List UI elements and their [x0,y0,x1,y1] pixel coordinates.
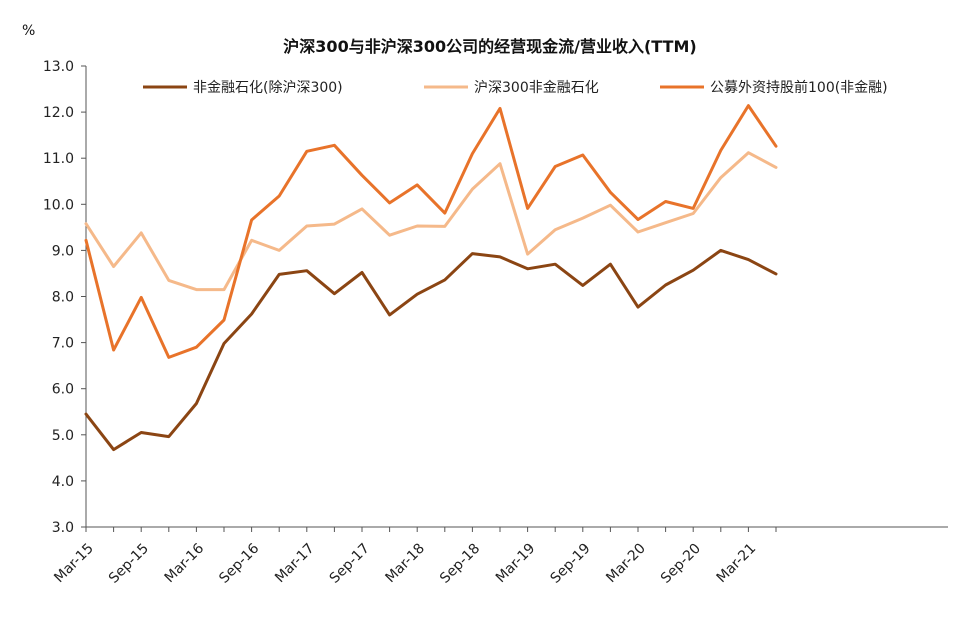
legend-label-1: 非金融石化(除沪深300) [193,80,343,96]
series-lines [84,104,778,452]
y-tick-label: 3.0 [52,520,74,536]
x-tick-label: Sep-20 [658,541,704,587]
y-tick-label: 4.0 [52,474,74,490]
x-tick-label: Sep-15 [106,541,152,587]
y-tick-label: 5.0 [52,428,74,444]
y-tick-label: 10.0 [43,197,74,213]
x-tick-label: Mar-17 [272,541,318,587]
axes: 3.0 4.0 5.0 6.0 7.0 8.0 9.0 10.0 11.0 12.0 13.0 Mar… [43,59,948,587]
y-tick-label: 11.0 [43,151,74,167]
y-tick-label: 7.0 [52,336,74,352]
series-line-3 [84,104,778,359]
x-tick-label: Sep-18 [437,541,483,587]
x-tick-label: Sep-19 [547,541,593,587]
series-line-2 [84,151,778,292]
y-tick-label: 12.0 [43,105,74,121]
x-tick-label: Sep-16 [216,540,262,586]
x-tick-label: Mar-20 [603,541,649,587]
y-unit-label: % [22,23,35,39]
x-tick-label: Mar-21 [714,541,760,587]
legend-label-2: 沪深300非金融石化 [474,80,599,96]
x-tick-label: Mar-15 [51,541,97,587]
x-tick-label: Mar-18 [382,541,428,587]
x-tick-label: Mar-16 [162,540,208,586]
x-tick-label: Sep-17 [327,541,373,587]
y-tick-label: 6.0 [52,382,74,398]
chart-title: 沪深300与非沪深300公司的经营现金流/营业收入(TTM) [283,37,696,56]
series-line-1 [84,248,778,452]
legend-label-3: 公募外资持股前100(非金融) [710,79,888,96]
y-tick-label: 8.0 [52,290,74,306]
legend: 非金融石化(除沪深300) 沪深300非金融石化 公募外资持股前100(非金融) [143,79,888,96]
y-tick-label: 9.0 [52,243,74,259]
x-tick-label: Mar-19 [493,541,539,587]
y-tick-label: 13.0 [43,59,74,75]
